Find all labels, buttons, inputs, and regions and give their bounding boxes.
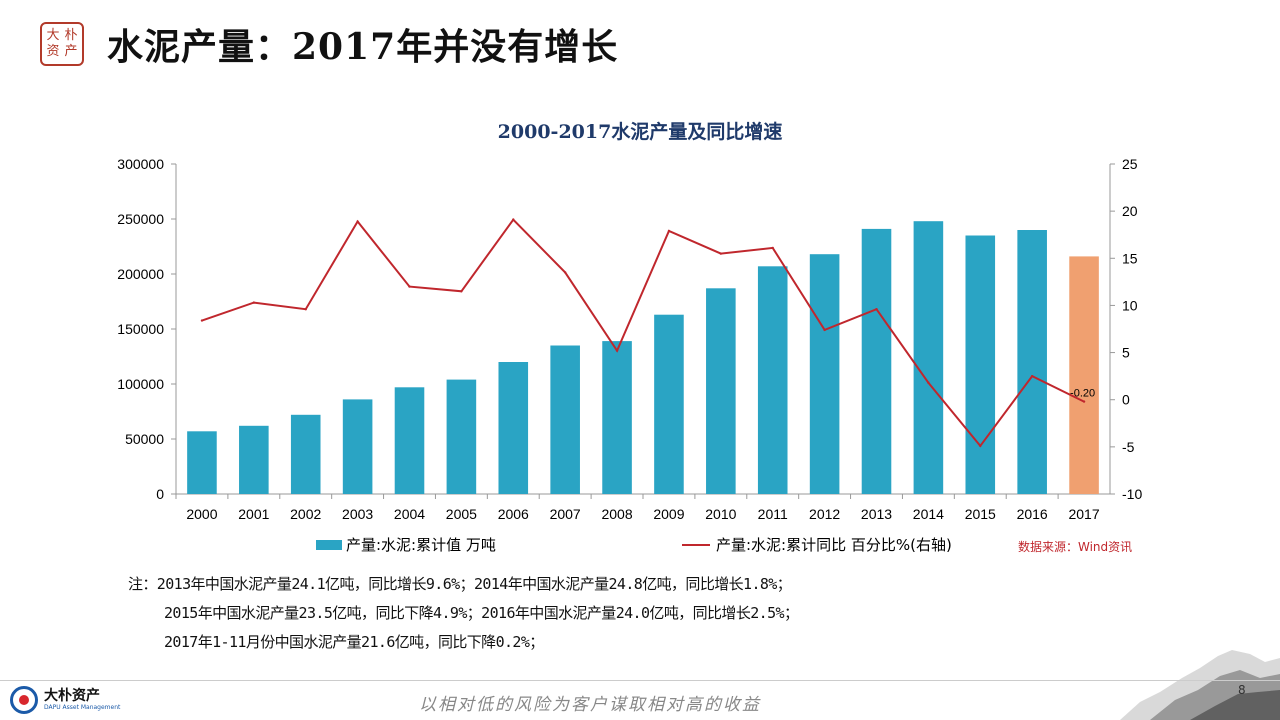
- y-right-tick-label: -5: [1122, 439, 1135, 455]
- y-left-tick-label: 300000: [117, 156, 164, 172]
- x-tick-label: 2007: [550, 506, 581, 522]
- logo-name-en: DAPU Asset Management: [44, 704, 121, 711]
- x-tick-label: 2011: [758, 506, 788, 522]
- page-number: 8: [1238, 683, 1246, 697]
- legend-bar-label: 产量:水泥:累计值 万吨: [346, 536, 496, 554]
- bar-2001: [239, 425, 269, 494]
- x-tick-label: 2000: [186, 506, 217, 522]
- bar-2009: [654, 314, 684, 494]
- page-title: 水泥产量：2017年并没有增长: [107, 26, 619, 68]
- y-left-tick-label: 250000: [117, 211, 164, 227]
- chart-title: 2000-2017水泥产量及同比增速: [497, 121, 783, 143]
- bar-2012: [809, 254, 840, 494]
- note-line: 2015年中国水泥产量23.5亿吨，同比下降4.9%；2016年中国水泥产量24…: [164, 604, 799, 622]
- growth-point-2014: [927, 381, 930, 384]
- growth-point-2000: [200, 319, 204, 322]
- data-source: 数据来源：Wind资讯: [1018, 540, 1133, 554]
- growth-point-2011: [771, 246, 774, 250]
- note-line: 注：2013年中国水泥产量24.1亿吨，同比增长9.6%；2014年中国水泥产量…: [128, 575, 792, 593]
- y-left-tick-label: 50000: [125, 431, 164, 447]
- bar-2006: [498, 362, 529, 494]
- bar-2016: [1017, 230, 1047, 494]
- logo-emblem-icon: [10, 686, 38, 714]
- bar-2005: [446, 379, 477, 494]
- y-left-tick-label: 150000: [117, 321, 164, 337]
- legend-bar-series: 产量:水泥:累计值 万吨: [316, 534, 496, 555]
- bar-2015: [965, 235, 996, 494]
- y-right-tick-label: 5: [1122, 345, 1130, 361]
- growth-point-2002: [304, 308, 307, 311]
- legend-bar-swatch: [316, 539, 342, 550]
- growth-point-2006: [512, 218, 515, 221]
- seal-char: 朴: [64, 28, 78, 43]
- growth-point-2013: [875, 308, 878, 311]
- x-tick-label: 2005: [446, 506, 477, 522]
- bar-2004: [394, 387, 425, 494]
- x-tick-label: 2015: [965, 506, 996, 522]
- bar-2003: [342, 399, 373, 494]
- growth-point-2015: [979, 444, 982, 448]
- bar-2002: [290, 414, 321, 494]
- ink-mountain-decoration: [1120, 650, 1280, 720]
- x-tick-label: 2006: [498, 506, 529, 522]
- notes: 注：2013年中国水泥产量24.1亿吨，同比增长9.6%；2014年中国水泥产量…: [128, 570, 799, 657]
- growth-rate-line: [201, 218, 1085, 448]
- growth-point-2016: [1030, 374, 1034, 378]
- data-label-2017: -0.20: [1070, 388, 1095, 400]
- y-right-tick-label: 20: [1122, 203, 1138, 219]
- growth-point-2012: [823, 328, 826, 332]
- bar-2008: [602, 341, 632, 494]
- bar-2013: [861, 228, 892, 494]
- company-logo: 大朴资产 DAPU Asset Management: [10, 686, 120, 714]
- x-tick-label: 2008: [601, 506, 632, 522]
- x-tick-label: 2003: [342, 506, 373, 522]
- bar-2007: [550, 345, 580, 494]
- x-tick-label: 2004: [394, 506, 425, 522]
- seal-char: 产: [64, 44, 78, 59]
- brand-seal-logo: 大 朴 资 产: [40, 22, 84, 66]
- x-tick-label: 2001: [238, 506, 269, 522]
- footer-slogan: 以相对低的风险为客户谋取相对高的收益: [419, 695, 761, 715]
- legend-line-swatch: [682, 543, 710, 546]
- seal-char: 资: [46, 44, 60, 59]
- y-left-tick-label: 100000: [117, 376, 164, 392]
- bar-2017: [1069, 256, 1099, 494]
- x-tick-label: 2016: [1017, 506, 1048, 522]
- x-tick-label: 2009: [653, 506, 684, 522]
- x-tick-label: 2010: [705, 506, 736, 522]
- y-right-tick-label: 15: [1122, 250, 1138, 266]
- x-tick-label: 2012: [809, 506, 840, 522]
- legend-line-label: 产量:水泥:累计同比 百分比%(右轴): [716, 536, 952, 554]
- bar-2014: [913, 221, 944, 494]
- bar-2011: [757, 266, 788, 494]
- growth-point-2005: [460, 290, 463, 293]
- seal-char: 大: [46, 28, 60, 43]
- x-tick-label: 2017: [1068, 506, 1099, 522]
- growth-point-2017: [1082, 400, 1086, 403]
- y-left-tick-label: 0: [156, 486, 164, 502]
- y-left-tick-label: 200000: [117, 266, 164, 282]
- y-right-tick-label: 25: [1122, 156, 1138, 172]
- x-tick-label: 2002: [290, 506, 321, 522]
- growth-point-2003: [356, 220, 359, 223]
- x-tick-label: 2014: [913, 506, 944, 522]
- bar-2010: [706, 288, 736, 494]
- growth-point-2001: [252, 301, 256, 304]
- growth-point-2008: [615, 349, 619, 352]
- y-right-tick-label: 10: [1122, 297, 1138, 313]
- x-tick-label: 2013: [861, 506, 892, 522]
- growth-point-2007: [563, 271, 567, 274]
- footer-divider: [0, 680, 1280, 681]
- y-right-tick-label: -10: [1122, 486, 1142, 502]
- note-line: 2017年1-11月份中国水泥产量21.6亿吨，同比下降0.2%；: [164, 633, 544, 651]
- growth-point-2004: [408, 285, 411, 288]
- y-right-tick-label: 0: [1122, 392, 1130, 408]
- growth-point-2009: [667, 229, 671, 233]
- logo-name-cn: 大朴资产: [44, 688, 100, 704]
- growth-point-2010: [719, 252, 723, 255]
- legend-line-series: 产量:水泥:累计同比 百分比%(右轴): [682, 534, 952, 555]
- bar-2000: [187, 431, 217, 494]
